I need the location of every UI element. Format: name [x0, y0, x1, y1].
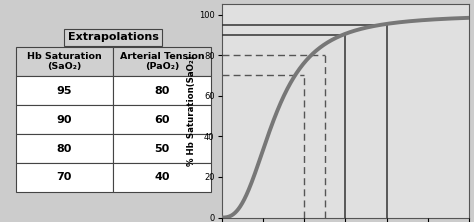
Y-axis label: % Hb Saturation(SaO₂): % Hb Saturation(SaO₂)	[187, 56, 196, 166]
Text: Extrapolations: Extrapolations	[68, 32, 159, 42]
